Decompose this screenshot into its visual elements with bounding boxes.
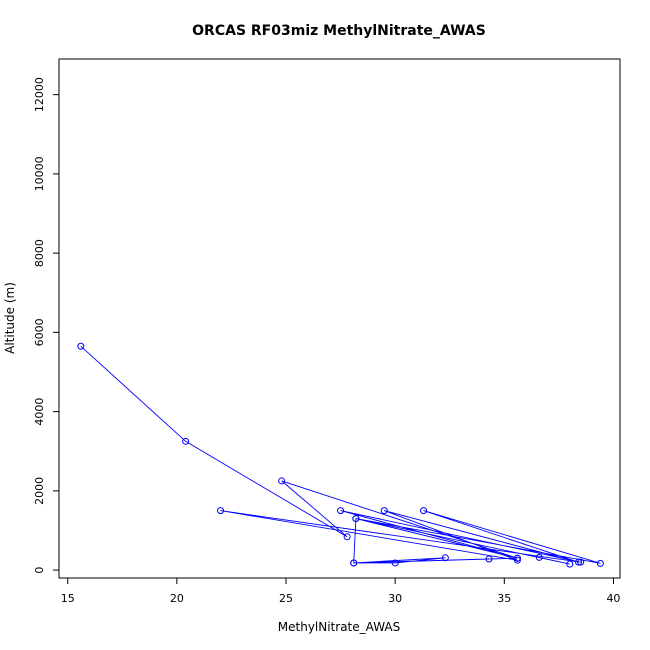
data-point <box>352 515 360 523</box>
data-point <box>343 533 351 541</box>
data-point <box>217 507 225 515</box>
data-point <box>577 558 585 566</box>
x-axis-label: MethylNitrate_AWAS <box>278 620 400 634</box>
data-point <box>535 553 543 561</box>
data-point <box>575 558 583 566</box>
y-tick-label-6: 12000 <box>33 77 46 112</box>
y-tick-label-1: 2000 <box>33 477 46 505</box>
data-point <box>350 559 358 567</box>
x-tick-label-5: 40 <box>606 592 620 605</box>
data-point <box>441 554 449 562</box>
y-tick-label-5: 10000 <box>33 156 46 191</box>
data-point <box>182 437 190 445</box>
x-tick-label-1: 20 <box>170 592 184 605</box>
data-point <box>566 560 574 568</box>
data-point <box>77 342 85 350</box>
data-point <box>278 477 286 485</box>
y-axis: 0 2000 4000 6000 8000 10000 12000 <box>33 77 60 574</box>
x-tick-label-0: 15 <box>61 592 75 605</box>
data-point <box>485 555 493 563</box>
x-tick-label-2: 25 <box>279 592 293 605</box>
y-tick-label-3: 6000 <box>33 318 46 346</box>
data-point <box>513 556 521 564</box>
series-line-0 <box>80 345 601 565</box>
data-point <box>513 554 521 562</box>
x-axis: 15 20 25 30 35 40 <box>61 577 620 605</box>
data-point <box>596 559 604 567</box>
data-point <box>391 559 399 567</box>
data-point <box>337 507 345 515</box>
x-tick-label-3: 30 <box>388 592 402 605</box>
chart-title: ORCAS RF03miz MethylNitrate_AWAS <box>192 23 486 39</box>
series-layer <box>77 342 604 568</box>
y-axis-label: Altitude (m) <box>3 282 17 354</box>
y-tick-label-4: 8000 <box>33 239 46 267</box>
y-tick-label-2: 4000 <box>33 398 46 426</box>
x-tick-label-4: 35 <box>497 592 511 605</box>
data-point <box>380 507 388 515</box>
y-tick-label-0: 0 <box>33 567 46 574</box>
data-point <box>420 507 428 515</box>
